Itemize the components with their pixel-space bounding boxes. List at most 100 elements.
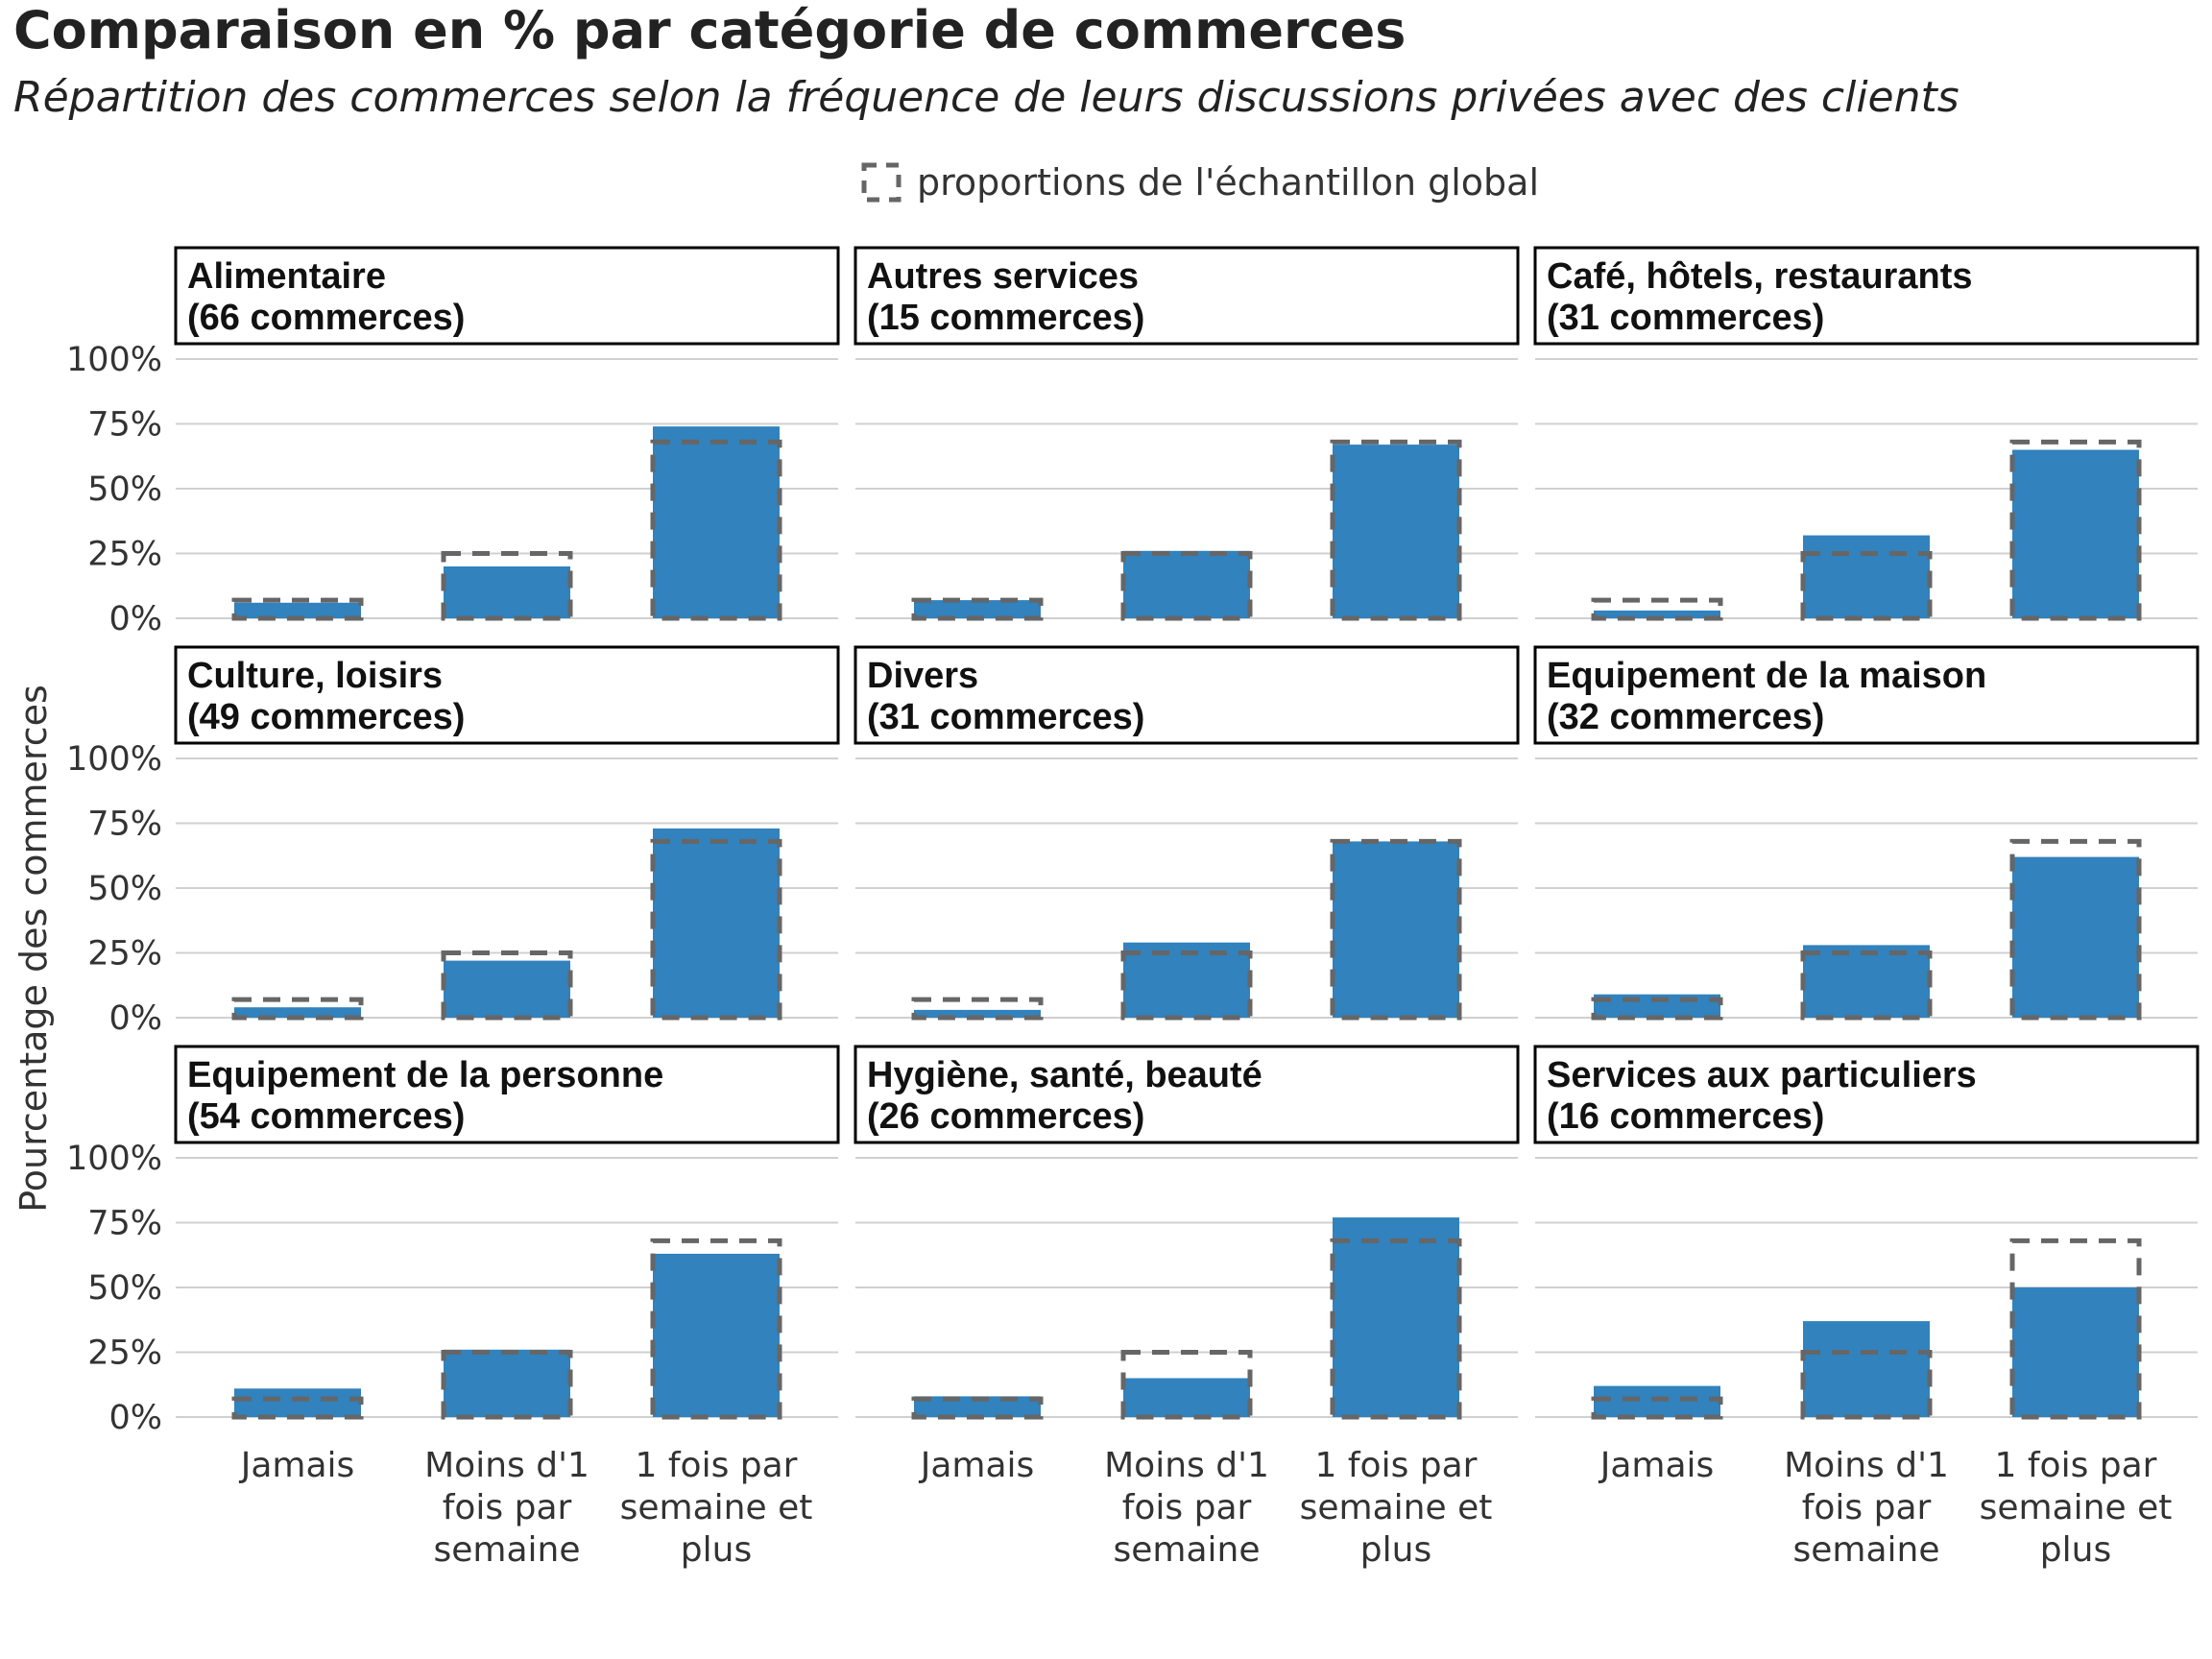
bar (444, 1349, 570, 1417)
x-tick-label: Jamais (1599, 1446, 1715, 1485)
bar (1333, 445, 1459, 618)
facet-strip (1533, 246, 2200, 346)
reference-outline (1800, 551, 1933, 621)
reference-outline (911, 1396, 1044, 1420)
bar (1333, 1217, 1459, 1417)
bar (2012, 856, 2139, 1018)
reference-outline (231, 597, 364, 621)
x-tick-label: 1 fois par (1315, 1446, 1478, 1485)
reference-outline (1120, 1350, 1253, 1420)
facet-title: (54 commerces) (187, 1096, 465, 1137)
reference-outline (1330, 838, 1462, 1021)
x-tick-label: semaine et (1980, 1488, 2173, 1527)
reference-outline (911, 597, 1044, 621)
y-tick-label: 25% (87, 1334, 162, 1373)
facet-strip (1533, 1045, 2200, 1144)
reference-outline (1800, 1350, 1933, 1420)
bar (234, 1388, 361, 1417)
x-tick-label: semaine (1114, 1530, 1261, 1570)
reference-outline (1800, 950, 1933, 1021)
reference-outline (2009, 1238, 2142, 1420)
x-tick-label: plus (2040, 1530, 2111, 1570)
facet-title: (66 commerces) (187, 298, 465, 338)
y-axis-label: Pourcentage des commerces (12, 685, 55, 1213)
reference-outline (231, 1396, 364, 1420)
y-tick-label: 100% (66, 740, 162, 779)
facet-panel: Alimentaire(66 commerces) 0% 25% 50% 75% 100% (66, 246, 840, 638)
reference-outline (1591, 1396, 1723, 1420)
facet-panels: Alimentaire(66 commerces) 0% 25% 50% 75% 100%… (66, 246, 2200, 1570)
y-tick-label: 50% (87, 870, 162, 908)
x-tick-label: Moins d'1 (424, 1446, 589, 1485)
y-tick-label: 100% (66, 1140, 162, 1178)
legend-label: proportions de l'échantillon global (917, 161, 1539, 204)
reference-outline (441, 551, 573, 621)
y-tick-label: 25% (87, 935, 162, 974)
y-tick-label: 0% (108, 1399, 162, 1437)
bar (1594, 610, 1720, 618)
bar (914, 1396, 1041, 1417)
facet-title: (49 commerces) (187, 697, 465, 737)
legend: proportions de l'échantillon global (861, 161, 1539, 204)
reference-outline (2009, 838, 2142, 1021)
y-tick-label: 75% (87, 1205, 162, 1243)
bar (444, 566, 570, 618)
y-tick-label: 25% (87, 536, 162, 574)
facet-panel: Equipement de la maison(32 commerces) (1533, 645, 2200, 1021)
facet-strip (174, 1045, 840, 1144)
facet-title: Café, hôtels, restaurants (1547, 256, 1972, 297)
facet-title: (15 commerces) (867, 298, 1144, 338)
facet-title: (32 commerces) (1547, 697, 1824, 737)
bar (1803, 1321, 1930, 1417)
facet-title: Services aux particuliers (1547, 1055, 1977, 1095)
x-tick-label: semaine et (620, 1488, 813, 1527)
reference-outline (650, 838, 782, 1021)
facet-panel: Café, hôtels, restaurants(31 commerces) (1533, 246, 2200, 621)
x-tick-label: 1 fois par (636, 1446, 798, 1485)
reference-outline (441, 950, 573, 1021)
bar (914, 600, 1041, 618)
bar (653, 426, 780, 618)
reference-outline (1330, 1238, 1462, 1420)
reference-outline (1120, 950, 1253, 1021)
bar (914, 1009, 1041, 1018)
facet-panel: Hygiène, santé, beauté(26 commerces) Jama… (854, 1045, 1520, 1570)
x-tick-label: Jamais (919, 1446, 1035, 1485)
x-tick-label: Jamais (239, 1446, 355, 1485)
facet-title: Hygiène, santé, beauté (867, 1055, 1262, 1095)
reference-outline (2009, 439, 2142, 621)
x-tick-label: plus (681, 1530, 752, 1570)
bar (444, 960, 570, 1018)
facet-panel: Services aux particuliers(16 commerces) J… (1533, 1045, 2200, 1570)
chart-title: Comparaison en % par catégorie de commer… (13, 0, 1406, 60)
facet-strip (174, 246, 840, 346)
y-tick-label: 50% (87, 470, 162, 509)
reference-outline (1591, 997, 1723, 1021)
bar (653, 828, 780, 1018)
reference-outline (1120, 551, 1253, 621)
bar (1123, 550, 1250, 618)
x-tick-label: fois par (1802, 1488, 1932, 1527)
facet-title: (31 commerces) (1547, 298, 1824, 338)
x-tick-label: 1 fois par (1995, 1446, 2157, 1485)
facet-strip (1533, 645, 2200, 745)
reference-outline (231, 997, 364, 1021)
reference-outline (650, 1238, 782, 1420)
x-tick-label: semaine et (1300, 1488, 1493, 1527)
x-tick-label: plus (1360, 1530, 1431, 1570)
bar (2012, 1287, 2139, 1417)
y-tick-label: 50% (87, 1269, 162, 1308)
x-tick-label: fois par (443, 1488, 572, 1527)
x-tick-label: Moins d'1 (1104, 1446, 1269, 1485)
bar (234, 602, 361, 618)
facet-strip (854, 1045, 1520, 1144)
y-tick-label: 0% (108, 999, 162, 1038)
x-tick-label: fois par (1122, 1488, 1252, 1527)
facet-title: Culture, loisirs (187, 656, 443, 696)
y-tick-label: 0% (108, 600, 162, 638)
facet-panel: Equipement de la personne(54 commerces) 0… (66, 1045, 840, 1570)
facet-title: Divers (867, 656, 978, 696)
y-tick-label: 100% (66, 341, 162, 379)
facet-title: (31 commerces) (867, 697, 1144, 737)
